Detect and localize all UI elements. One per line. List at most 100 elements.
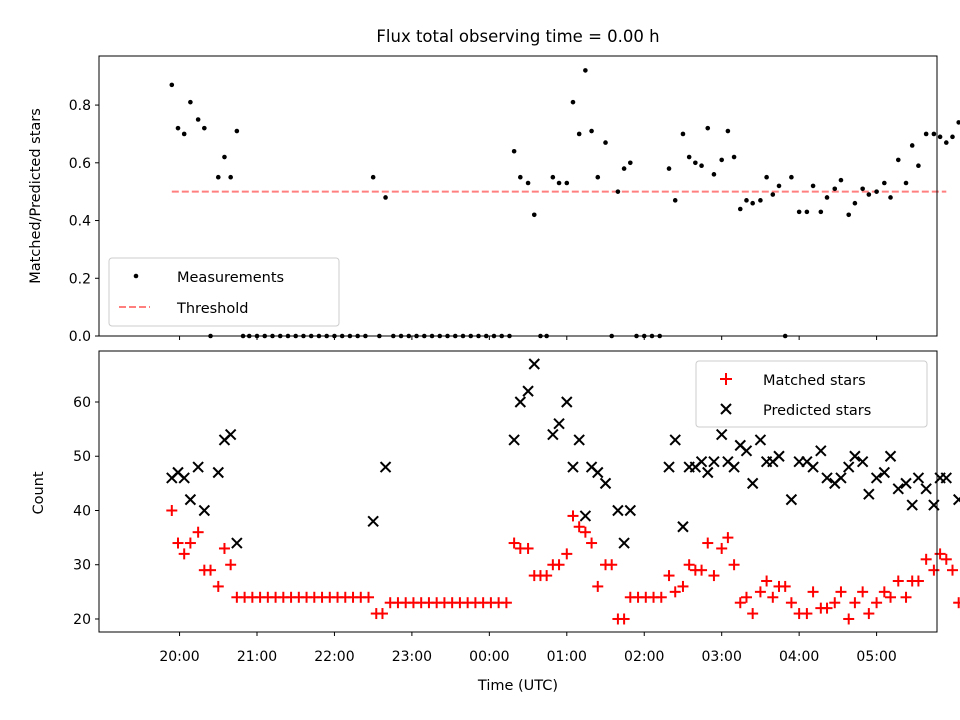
top-legend: Measurements Threshold (108, 257, 340, 327)
matched-star-point (871, 597, 883, 609)
matched-star-point (849, 597, 861, 609)
bottom-predicted-points (166, 358, 960, 549)
measurement-point (860, 186, 865, 192)
measurement-point (666, 166, 672, 171)
measurement-point (564, 180, 570, 186)
measurement-point (824, 195, 830, 200)
predicted-star-point (567, 461, 579, 473)
predicted-star-point (900, 477, 912, 490)
legend-label-predicted: Predicted stars (763, 403, 871, 419)
predicted-star-point (884, 450, 897, 462)
top-measurement-points (169, 68, 960, 339)
top-y-tick-label: 0.2 (69, 271, 91, 287)
predicted-star-point (184, 493, 197, 506)
measurement-point (215, 174, 221, 180)
measurement-point (923, 131, 929, 137)
top-panel: Flux total observing time = 0.00 h 0.0 0.… (28, 27, 960, 345)
measurement-point (725, 128, 731, 134)
matched-star-point (734, 597, 746, 609)
top-y-tick-label: 0.6 (69, 156, 91, 172)
bottom-x-tick-label: 03:00 (702, 649, 742, 665)
bottom-panel: 20 30 40 50 60 20:00 21:00 22:00 23:00 00:00 01:0… (31, 350, 960, 694)
top-y-axis-label: Matched/Predicted stars (28, 108, 44, 284)
matched-star-point (553, 559, 565, 571)
measurement-point (731, 154, 737, 160)
bottom-x-tick-label: 00:00 (469, 649, 509, 665)
measurement-point (776, 183, 782, 189)
predicted-star-point (508, 434, 520, 446)
predicted-star-point (669, 434, 681, 446)
measurement-point (903, 180, 909, 186)
matched-star-point (878, 586, 890, 598)
predicted-star-point (367, 515, 379, 528)
top-y-axis: 0.0 0.2 0.4 0.6 0.8 (69, 98, 99, 345)
measurement-point (852, 200, 858, 206)
bottom-y-tick-label: 20 (73, 612, 91, 628)
measurement-point (550, 174, 556, 180)
matched-star-point (606, 559, 618, 571)
matched-star-point (212, 580, 224, 592)
matched-star-point (663, 570, 675, 582)
legend-label-measurements: Measurements (177, 270, 284, 286)
measurement-point (916, 163, 921, 168)
measurement-point (181, 131, 187, 137)
predicted-star-point (821, 472, 833, 484)
bottom-x-tick-label: 02:00 (624, 649, 664, 665)
predicted-star-point (912, 472, 925, 484)
legend-marker-matched (720, 373, 732, 385)
measurement-point (169, 82, 175, 88)
top-y-tick-label: 0.0 (69, 329, 91, 345)
matched-star-point (178, 548, 190, 560)
top-chart-title: Flux total observing time = 0.00 h (376, 27, 659, 46)
matched-star-point (747, 608, 759, 620)
measurement-point (583, 68, 588, 73)
measurement-point (888, 195, 893, 200)
measurement-point (370, 174, 376, 180)
predicted-star-point (807, 461, 819, 473)
predicted-star-point (754, 434, 767, 446)
top-y-tick-label: 0.4 (69, 214, 91, 230)
measurement-point (895, 157, 901, 163)
top-legend-box (108, 257, 340, 327)
measurement-point (195, 117, 201, 122)
measurement-point (228, 174, 233, 180)
predicted-star-point (785, 493, 798, 506)
bottom-x-tick-label: 01:00 (547, 649, 587, 665)
measurement-point (931, 131, 937, 137)
predicted-star-point (547, 428, 559, 441)
matched-star-point (618, 613, 630, 625)
measurement-point (950, 134, 955, 140)
bottom-x-tick-label: 21:00 (237, 649, 277, 665)
measurement-point (810, 183, 816, 189)
matched-star-point (940, 553, 952, 565)
measurement-point (680, 131, 686, 137)
predicted-star-point (178, 472, 190, 484)
matched-star-point (821, 602, 833, 614)
matched-star-point (807, 586, 819, 598)
measurement-point (758, 198, 763, 203)
matched-star-point (740, 591, 752, 603)
matched-star-point (702, 537, 714, 549)
matched-star-point (934, 548, 946, 560)
predicted-star-point (728, 461, 740, 473)
matched-star-point (376, 608, 388, 620)
measurement-point (737, 206, 743, 212)
legend-label-matched: Matched stars (763, 373, 866, 389)
measurement-point (789, 174, 794, 180)
matched-star-point (946, 564, 958, 576)
bottom-y-axis-label: Count (31, 471, 47, 514)
bottom-y-tick-label: 30 (73, 558, 91, 574)
matched-star-point (892, 575, 904, 587)
matched-star-point (953, 597, 960, 609)
measurement-point (686, 154, 692, 160)
matched-star-point (683, 559, 695, 571)
measurement-point (383, 195, 388, 200)
matched-star-point (172, 537, 184, 549)
predicted-star-point (612, 504, 624, 517)
bottom-x-axis: 20:00 21:00 22:00 23:00 00:00 01:00 02:00 03:00… (159, 632, 897, 665)
top-plot-frame (98, 55, 938, 337)
predicted-star-point (906, 499, 918, 511)
measurement-point (518, 174, 523, 180)
measurement-point (603, 140, 608, 145)
